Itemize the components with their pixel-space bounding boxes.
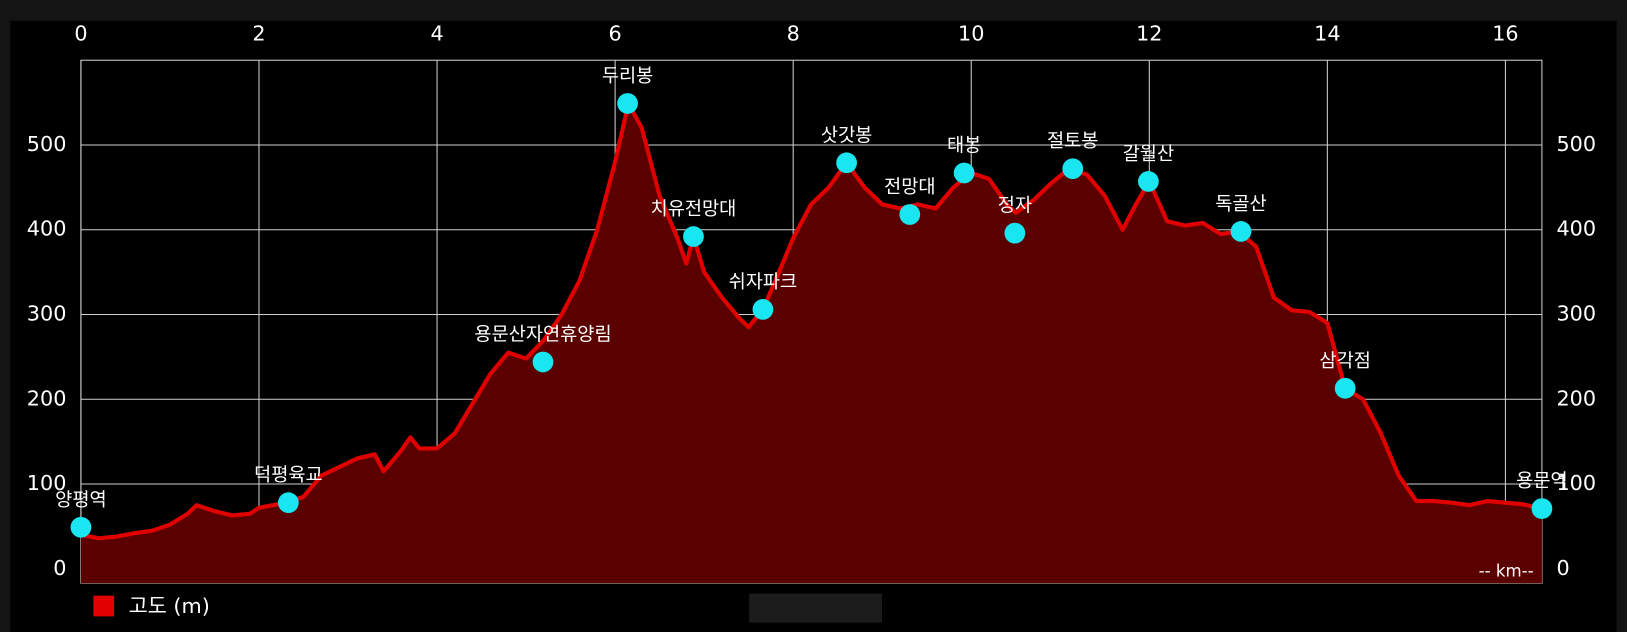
- plot-area: 0 2 4 6 8 10 12 14 16 0 100 200 300 400 500 0 100 200 300 4…: [27, 21, 1596, 584]
- legend-label: 고도 (m): [129, 594, 210, 618]
- waypoint-label: 삿갓봉: [821, 125, 873, 146]
- waypoint-label: 쉬자파크: [729, 272, 798, 293]
- waypoint: [899, 204, 921, 225]
- x-tick-label: 2: [252, 21, 265, 45]
- x-axis-label: -- km--: [1479, 561, 1534, 580]
- y2-tick-label: 400: [1556, 217, 1596, 241]
- waypoint-label: 갈월산: [1123, 144, 1175, 165]
- y2-tick-label: 200: [1556, 386, 1596, 410]
- x-tick-label: 6: [609, 21, 622, 45]
- y2-tick-label: 100: [1556, 471, 1596, 495]
- y2-tick-label: 0: [1556, 556, 1569, 580]
- waypoint-label: 두리봉: [602, 66, 653, 87]
- waypoint-label: 양평역: [55, 490, 106, 511]
- waypoint-label: 정자: [998, 196, 1032, 217]
- waypoint: [70, 516, 92, 538]
- waypoint-label: 절토봉: [1047, 131, 1099, 152]
- area: [80, 103, 1542, 584]
- waypoint: [617, 93, 638, 114]
- x-tick-label: 4: [430, 21, 443, 45]
- waypoint: [1230, 221, 1252, 242]
- toolbar-handle: [749, 593, 882, 623]
- line: [80, 101, 1543, 541]
- y-tick-label: 0: [53, 556, 66, 580]
- y-tick-label: 500: [27, 132, 67, 156]
- waypoint: [532, 351, 554, 373]
- x-tick-label: 0: [74, 21, 87, 45]
- waypoint: [1138, 171, 1159, 192]
- x-tick-label: 12: [1136, 21, 1162, 45]
- waypoint-label: 삼각점: [1319, 351, 1371, 372]
- waypoint: [953, 162, 975, 184]
- x-tick-label: 8: [787, 21, 800, 45]
- y2-tick-label: 500: [1556, 132, 1596, 156]
- waypoint-label: 용문산자연휴양림: [474, 324, 611, 345]
- waypoint: [1062, 158, 1084, 180]
- y2-tick-label: 300: [1556, 302, 1596, 326]
- waypoint-label: 덕평육교: [254, 465, 323, 486]
- waypoint: [683, 226, 704, 247]
- legend-swatch: [93, 595, 115, 617]
- waypoint-label: 치유전망대: [651, 199, 737, 220]
- waypoint: [752, 299, 774, 320]
- waypoint: [1531, 498, 1553, 519]
- waypoint-label: 용문역: [1516, 471, 1568, 492]
- x-tick-label: 10: [958, 21, 984, 45]
- waypoint: [836, 152, 857, 174]
- waypoint-label: 전망대: [884, 177, 936, 198]
- x-tick-label: 14: [1314, 21, 1340, 45]
- waypoint: [277, 492, 299, 514]
- waypoint-label: 태봉: [947, 135, 981, 156]
- y-tick-label: 400: [27, 217, 67, 241]
- x-tick-label: 16: [1492, 21, 1518, 45]
- y-tick-label: 100: [27, 471, 67, 495]
- y-tick-label: 200: [27, 386, 67, 410]
- waypoint-label: 독골산: [1215, 194, 1267, 215]
- waypoint: [1334, 377, 1356, 399]
- waypoint: [1004, 222, 1026, 244]
- y-tick-label: 300: [27, 302, 67, 326]
